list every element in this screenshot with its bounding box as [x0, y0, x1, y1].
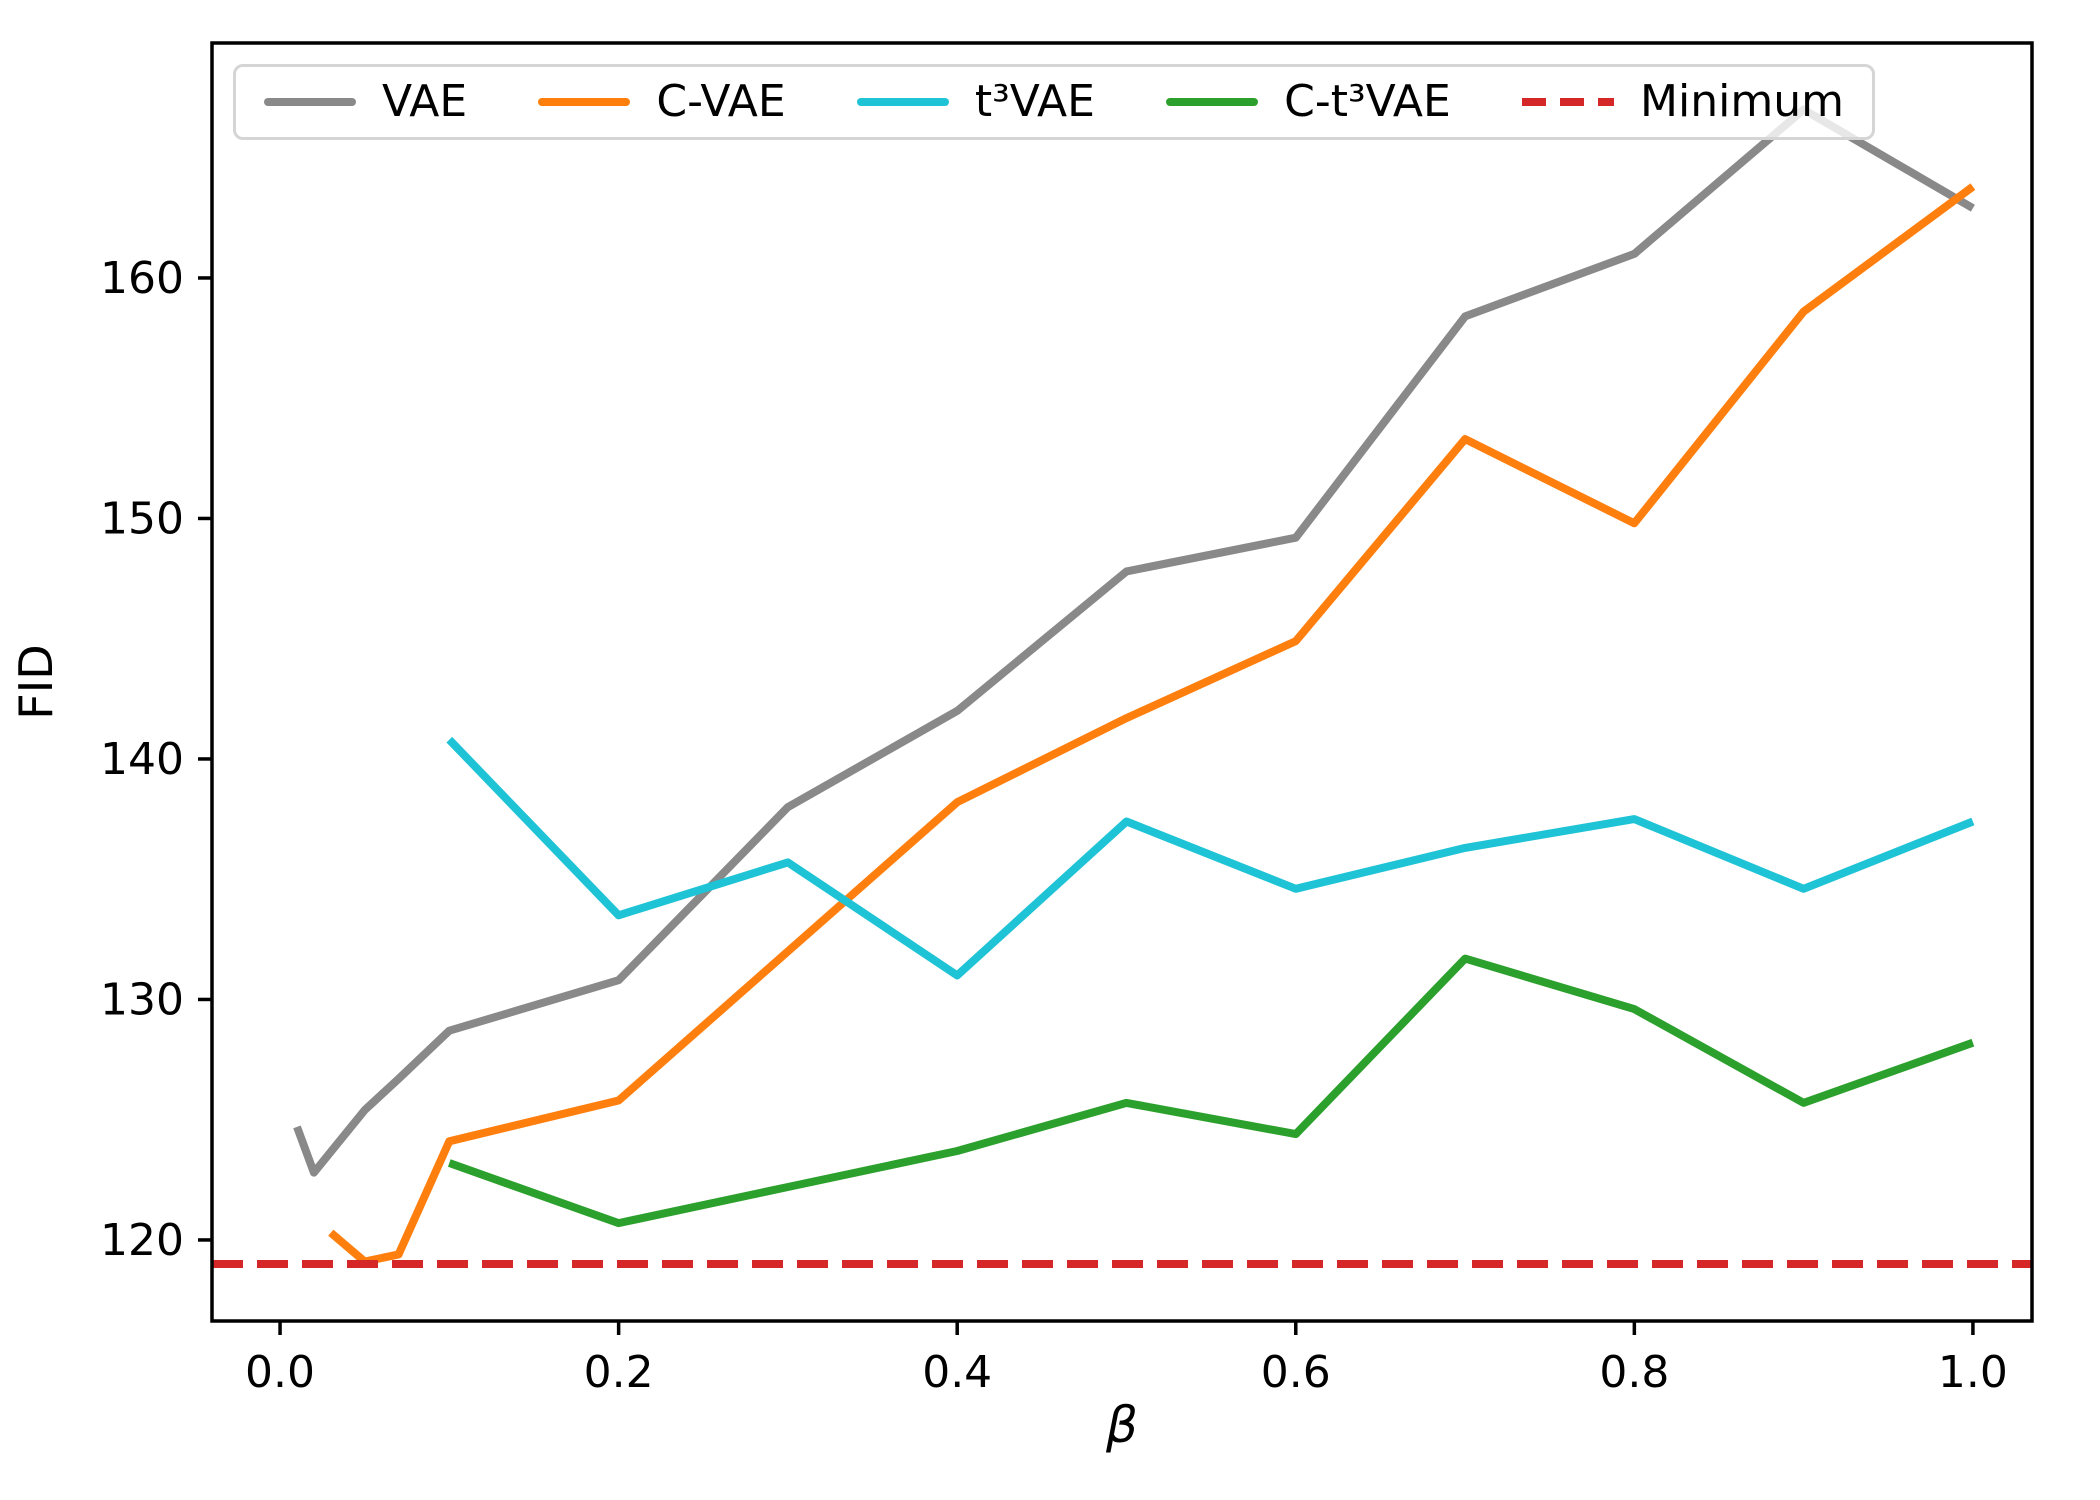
legend-swatch-vae — [264, 98, 356, 106]
x-axis-label: β — [1105, 1396, 1138, 1454]
series-line-vae — [293, 105, 1975, 1177]
legend: VAE C-VAE t³VAE C-t³VAE Minimum — [233, 64, 1875, 140]
y-tick-label: 120 — [100, 1215, 184, 1266]
x-tick-label: 0.4 — [922, 1347, 992, 1398]
x-tick-label: 1.0 — [1938, 1347, 2008, 1398]
axes-frame — [210, 41, 2034, 1323]
x-tick-label: 0.2 — [584, 1347, 654, 1398]
series-line-c-t³vae — [447, 954, 1975, 1228]
legend-label-c-t³vae: C-t³VAE — [1284, 76, 1451, 127]
legend-swatch-t³vae — [856, 98, 949, 106]
y-axis-label: FID — [9, 644, 63, 719]
legend-item-t³vae: t³VAE — [856, 76, 1095, 127]
legend-swatch-c-vae — [538, 98, 631, 106]
x-tick-label: 0.8 — [1599, 1347, 1669, 1398]
legend-swatch-c-t³vae — [1166, 98, 1259, 106]
series-line-t³vae — [446, 736, 1975, 980]
x-tick-label: 0.6 — [1261, 1347, 1331, 1398]
legend-label-minimum: Minimum — [1640, 76, 1844, 127]
y-tick-label: 140 — [100, 734, 184, 785]
legend-item-vae: VAE — [264, 80, 467, 124]
legend-item-minimum: Minimum — [1522, 80, 1844, 124]
legend-label-t³vae: t³VAE — [974, 76, 1095, 127]
legend-item-c-vae: C-VAE — [538, 76, 786, 127]
legend-swatch-minimum — [1522, 98, 1615, 106]
y-tick-label: 130 — [100, 974, 184, 1025]
legend-label-vae: VAE — [382, 76, 468, 127]
legend-label-c-vae: C-VAE — [656, 76, 786, 127]
series-line-c-vae — [328, 183, 1976, 1266]
legend-item-c-t³vae: C-t³VAE — [1166, 80, 1451, 124]
x-tick-label: 0.0 — [245, 1347, 315, 1398]
y-tick-label: 160 — [100, 253, 184, 304]
y-tick-label: 150 — [100, 493, 184, 544]
